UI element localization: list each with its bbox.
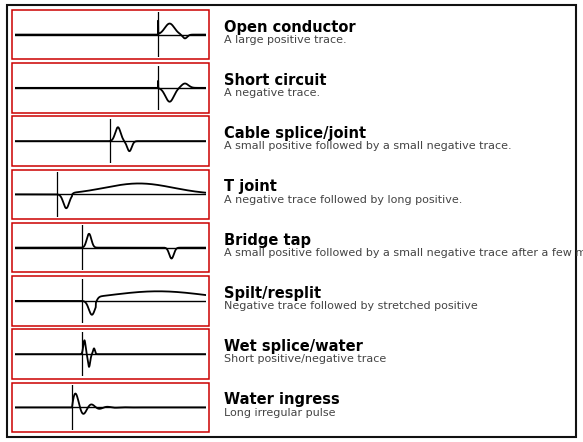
Text: Cable splice/joint: Cable splice/joint — [224, 126, 367, 141]
Text: A negative trace followed by long positive.: A negative trace followed by long positi… — [224, 194, 463, 205]
FancyBboxPatch shape — [12, 276, 209, 326]
Text: Short circuit: Short circuit — [224, 73, 327, 88]
FancyBboxPatch shape — [12, 63, 209, 113]
Text: Open conductor: Open conductor — [224, 19, 356, 34]
Text: T joint: T joint — [224, 179, 278, 194]
FancyBboxPatch shape — [12, 329, 209, 379]
FancyBboxPatch shape — [12, 169, 209, 219]
Text: Short positive/negative trace: Short positive/negative trace — [224, 354, 387, 365]
Text: Long irregular pulse: Long irregular pulse — [224, 408, 336, 418]
Text: Wet splice/water: Wet splice/water — [224, 339, 363, 354]
Text: A negative trace.: A negative trace. — [224, 88, 321, 98]
Text: Spilt/resplit: Spilt/resplit — [224, 286, 322, 301]
Text: A large positive trace.: A large positive trace. — [224, 35, 347, 45]
Text: A small positive followed by a small negative trace.: A small positive followed by a small neg… — [224, 141, 512, 152]
Text: A small positive followed by a small negative trace after a few metres.: A small positive followed by a small neg… — [224, 248, 583, 258]
Text: Water ingress: Water ingress — [224, 392, 340, 408]
FancyBboxPatch shape — [12, 10, 209, 59]
FancyBboxPatch shape — [12, 382, 209, 432]
Text: Negative trace followed by stretched positive: Negative trace followed by stretched pos… — [224, 301, 478, 311]
FancyBboxPatch shape — [12, 116, 209, 166]
Text: Bridge tap: Bridge tap — [224, 232, 311, 248]
FancyBboxPatch shape — [12, 223, 209, 272]
